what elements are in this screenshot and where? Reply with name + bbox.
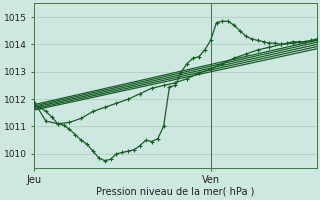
X-axis label: Pression niveau de la mer( hPa ): Pression niveau de la mer( hPa ) [96,187,254,197]
